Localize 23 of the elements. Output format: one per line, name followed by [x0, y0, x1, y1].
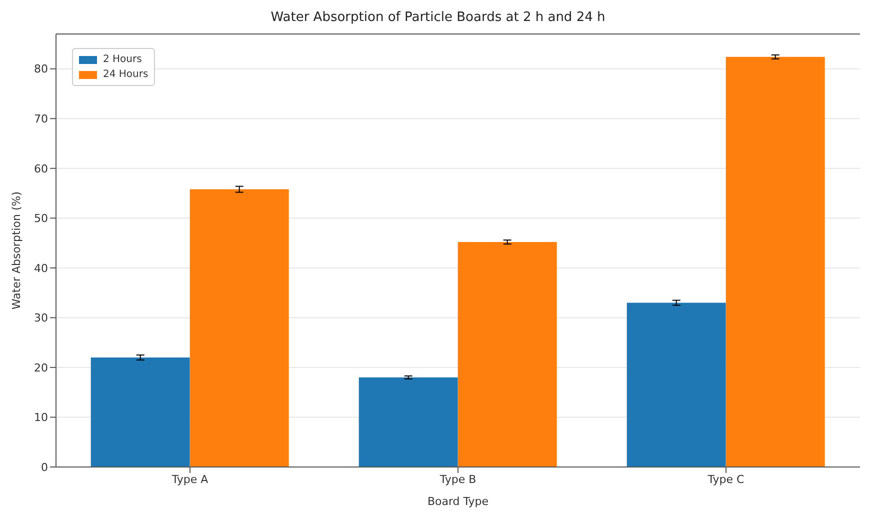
chart-title: Water Absorption of Particle Boards at 2 h and 24 h [270, 10, 606, 25]
bar [458, 242, 557, 467]
y-tick-label: 40 [34, 262, 48, 275]
y-tick-label: 0 [41, 460, 48, 474]
x-axis-title: Board Type [427, 495, 489, 508]
y-tick-label: 20 [34, 361, 48, 374]
bar [190, 189, 289, 467]
legend-label: 2 Hours [103, 53, 142, 67]
y-tick-label: 30 [34, 312, 48, 325]
x-tick-label: Type C [706, 472, 745, 486]
y-tick-label: 60 [34, 162, 48, 176]
x-tick-label: Type B [438, 472, 476, 486]
y-axis-title: Water Absorption (%) [10, 191, 23, 310]
y-tick-label: 80 [34, 62, 48, 76]
bar [358, 377, 458, 467]
bar [626, 302, 726, 467]
y-tick-label: 70 [34, 112, 48, 126]
legend-label: 24 Hours [103, 68, 148, 82]
bar [726, 56, 825, 467]
y-tick-label: 50 [34, 212, 48, 226]
y-tick-label: 10 [34, 411, 48, 424]
x-tick-label: Type A [170, 472, 209, 486]
bar [90, 358, 190, 467]
